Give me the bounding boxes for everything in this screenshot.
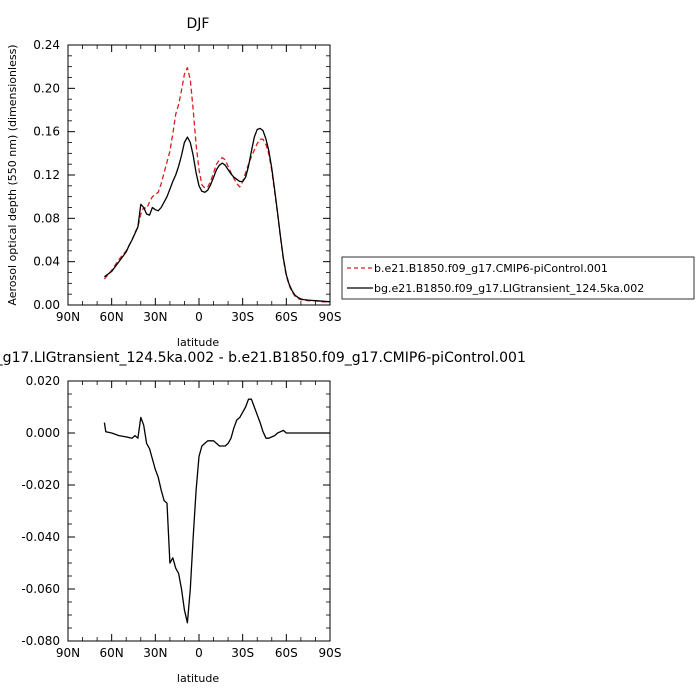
top-panel-frame xyxy=(67,44,331,306)
top-panel-title: DJF xyxy=(187,16,210,32)
top-y-tick-label: 0.12 xyxy=(33,168,60,182)
bottom-x-tick-label: 90S xyxy=(319,646,342,660)
legend: b.e21.B1850.f09_g17.CMIP6-piControl.001 … xyxy=(341,256,695,300)
legend-label-picontrol: b.e21.B1850.f09_g17.CMIP6-piControl.001 xyxy=(374,262,608,275)
top-x-tick-label: 90N xyxy=(56,310,80,324)
bottom-y-tick-label: -0.020 xyxy=(21,478,60,492)
top-panel-xlabel: latitude xyxy=(177,336,219,349)
top-x-tick-label: 0 xyxy=(195,310,203,324)
top-x-tick-label: 30S xyxy=(231,310,254,324)
top-x-tick-label: 60N xyxy=(100,310,124,324)
bottom-panel-xlabel: latitude xyxy=(177,672,219,685)
top-panel-axes: 90N 60N 30N 0 30S 60S 90S 0.00 0.04 0.08 0.12 0.16 0… xyxy=(33,38,341,324)
bottom-y-tick-label: -0.040 xyxy=(21,530,60,544)
bottom-y-tick-label: -0.060 xyxy=(21,582,60,596)
top-y-tick-label: 0.24 xyxy=(33,38,60,52)
top-y-tick-label: 0.04 xyxy=(33,255,60,269)
bottom-x-tick-label: 0 xyxy=(195,646,203,660)
bottom-panel-axes: 90N 60N 30N 0 30S 60S 90S -0.080 -0.060 -0.040 -0.… xyxy=(21,374,341,660)
bottom-x-tick-label: 60N xyxy=(100,646,124,660)
top-series-line-0 xyxy=(103,67,330,303)
top-y-tick-label: 0.08 xyxy=(33,211,60,225)
bottom-y-tick-label: 0.000 xyxy=(26,426,60,440)
top-x-tick-label: 30N xyxy=(143,310,167,324)
top-y-tick-label: 0.16 xyxy=(33,125,60,139)
top-series-line-1 xyxy=(104,127,331,303)
bottom-panel: bg.e21.B1850.f09_g17.LIGtransient_124.5k… xyxy=(0,350,526,685)
top-panel: DJF Aerosol optical depth (550 nm) (dime… xyxy=(6,16,341,349)
legend-label-ligtransient: bg.e21.B1850.f09_g17.LIGtransient_124.5k… xyxy=(374,282,644,295)
bottom-panel-frame xyxy=(67,380,331,642)
top-panel-ylabel: Aerosol optical depth (550 nm) (dimensio… xyxy=(6,44,19,305)
bottom-x-tick-label: 30S xyxy=(231,646,254,660)
bottom-x-tick-label: 60S xyxy=(275,646,298,660)
bottom-series-line-0 xyxy=(103,398,330,624)
top-y-tick-label: 0.20 xyxy=(33,81,60,95)
bottom-y-tick-label: -0.080 xyxy=(21,634,60,648)
top-panel-series xyxy=(103,67,331,303)
bottom-panel-series xyxy=(103,398,330,624)
bottom-y-tick-label: 0.020 xyxy=(26,374,60,388)
legend-box xyxy=(341,256,695,300)
bottom-panel-title: bg.e21.B1850.f09_g17.LIGtransient_124.5k… xyxy=(0,350,526,366)
bottom-x-tick-label: 30N xyxy=(143,646,167,660)
top-x-tick-label: 90S xyxy=(319,310,342,324)
top-x-tick-label: 60S xyxy=(275,310,298,324)
top-y-tick-label: 0.00 xyxy=(33,298,60,312)
bottom-x-tick-label: 90N xyxy=(56,646,80,660)
